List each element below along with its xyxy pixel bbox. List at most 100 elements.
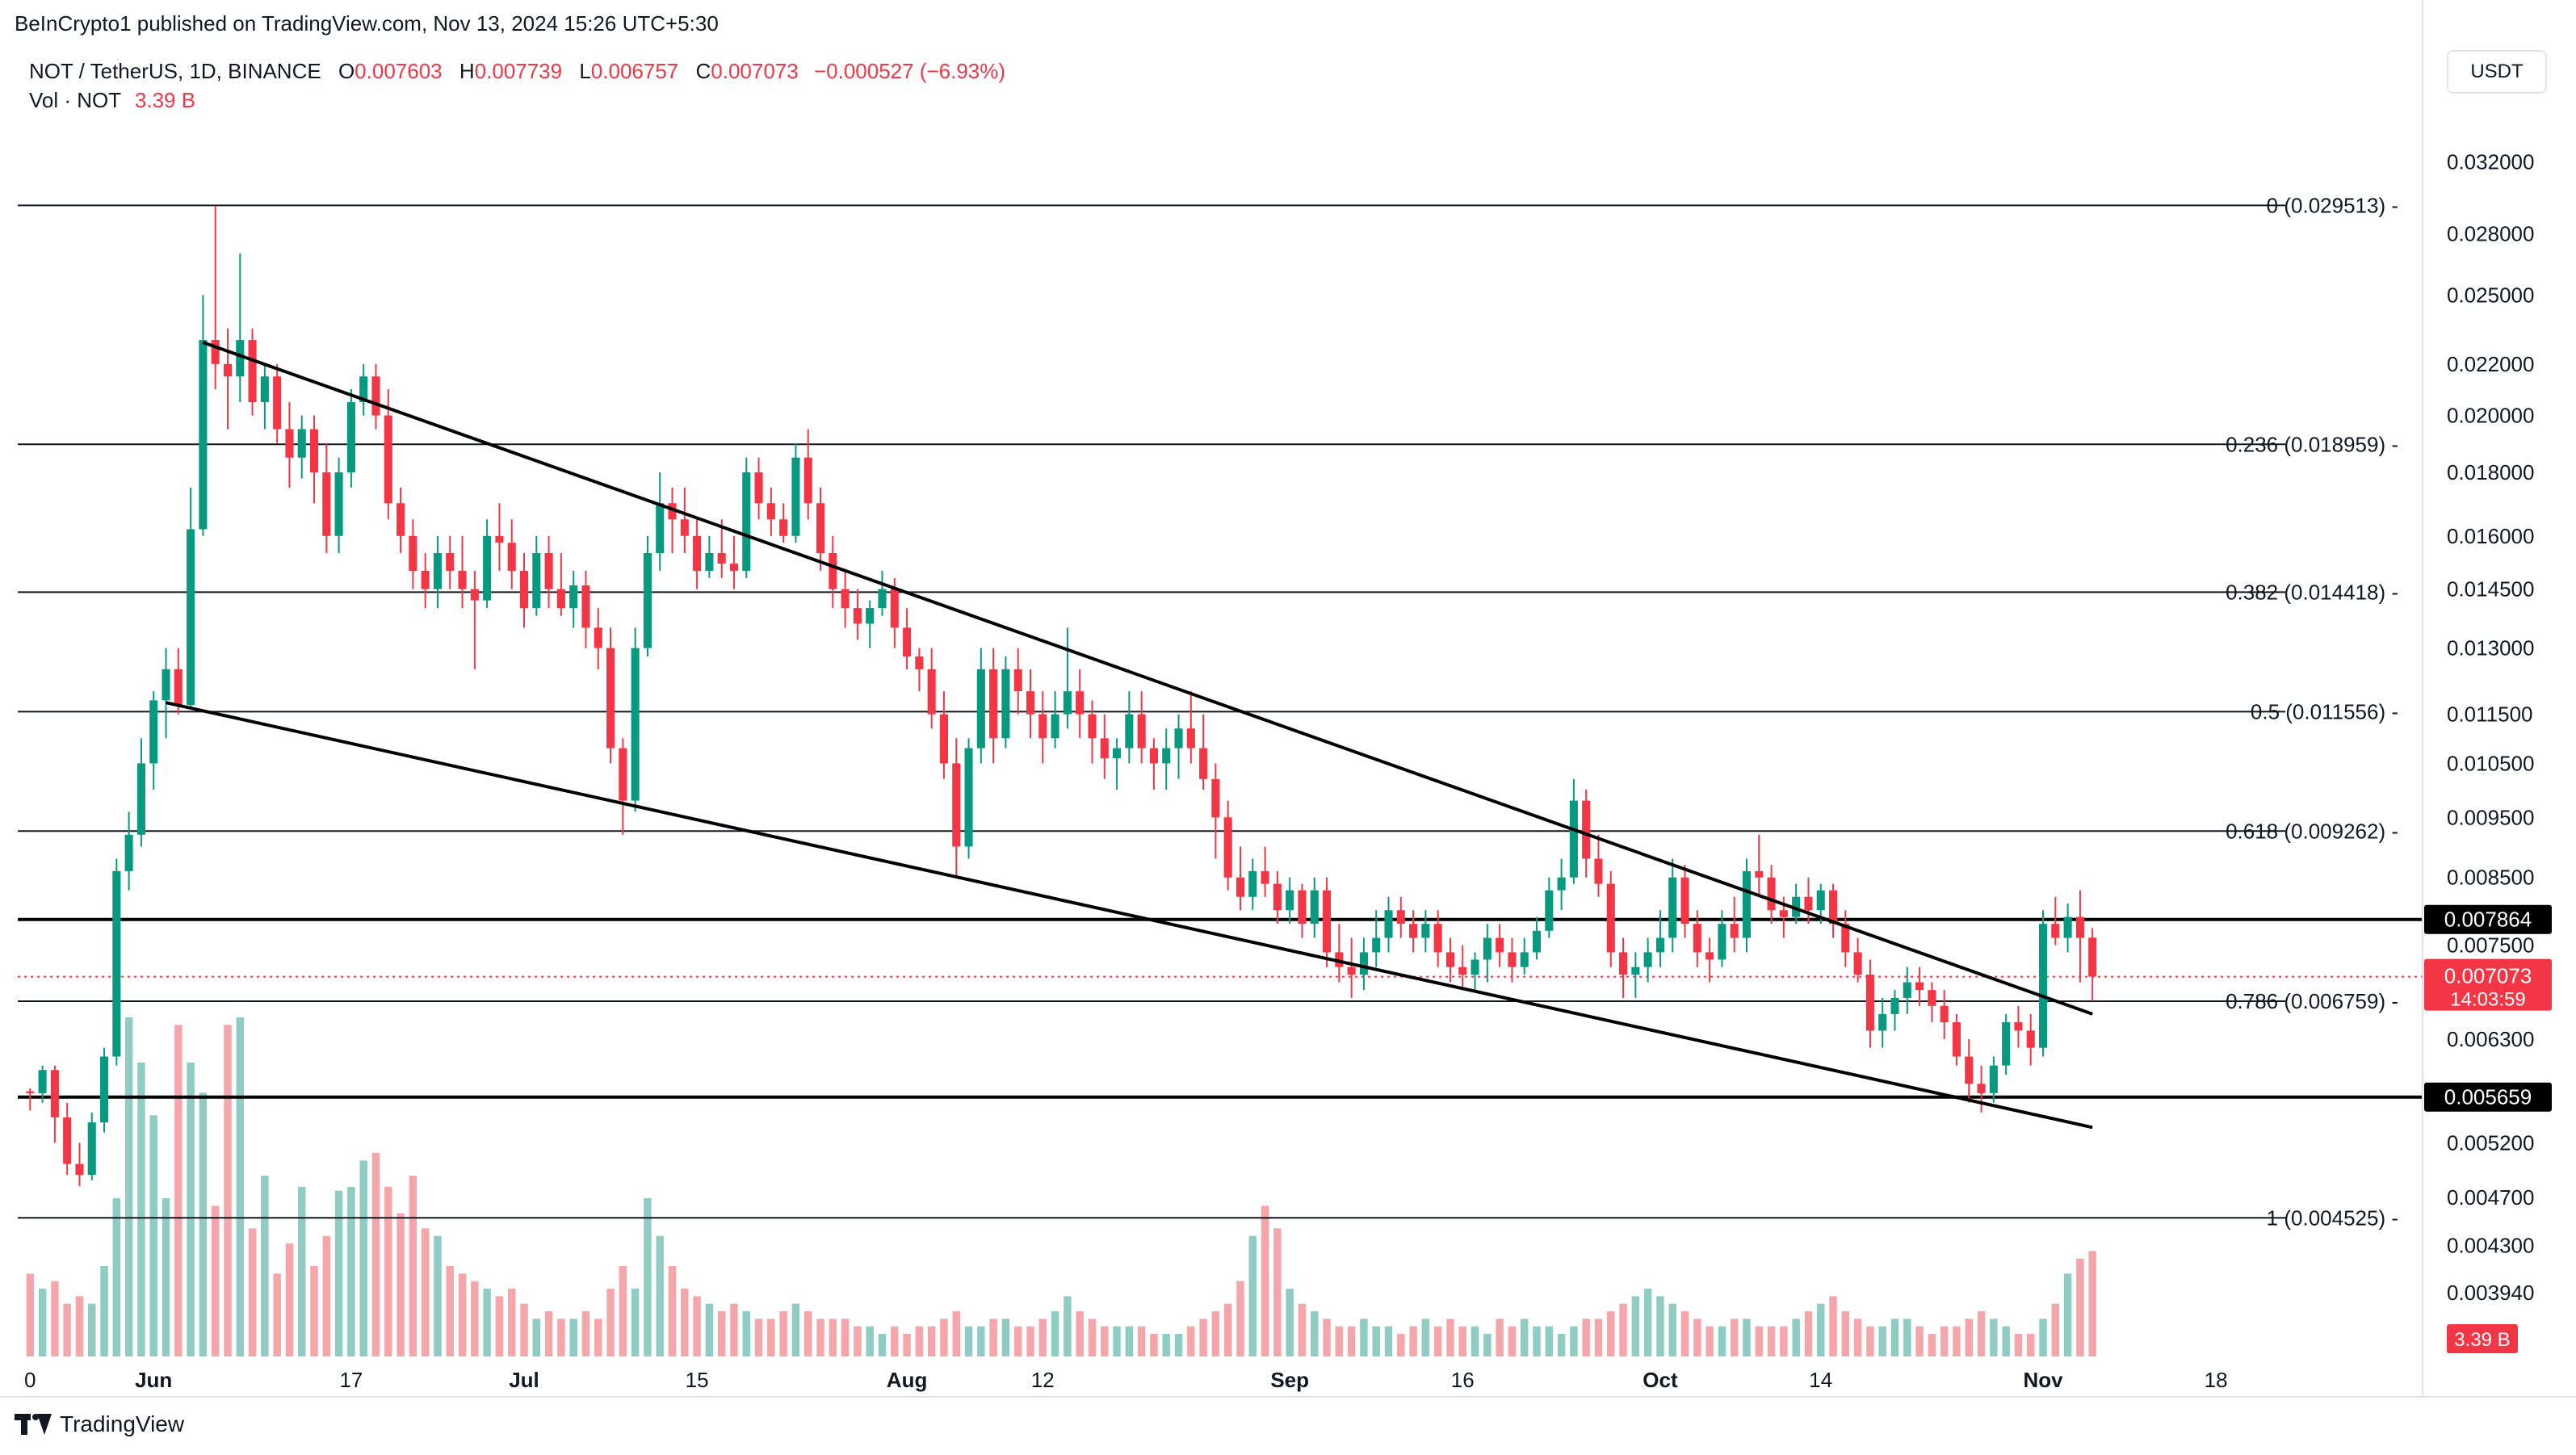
volume-bar xyxy=(1397,1334,1405,1356)
candle-body xyxy=(1915,982,1924,991)
x-tick-label: Jul xyxy=(509,1368,539,1392)
volume-bar xyxy=(1940,1326,1949,1356)
candle-body xyxy=(309,429,319,473)
candle-body xyxy=(1680,877,1689,925)
volume-bar xyxy=(2014,1334,2023,1356)
candle-body xyxy=(1347,967,1356,975)
volume-bar xyxy=(297,1187,306,1356)
candle-body xyxy=(853,608,862,624)
candle-body xyxy=(1248,870,1257,897)
volume-bar xyxy=(791,1303,800,1356)
volume-bar xyxy=(347,1187,355,1356)
volume-bar xyxy=(248,1228,257,1356)
volume-bar xyxy=(1076,1311,1084,1356)
candle-body xyxy=(927,669,936,715)
candle-body xyxy=(174,669,183,706)
candle-body xyxy=(346,402,355,473)
volume-bar xyxy=(1631,1296,1640,1356)
volume-bar xyxy=(1458,1326,1467,1356)
trendline-lower xyxy=(166,701,2093,1130)
horizontal-level-value: 0.005659 xyxy=(2444,1085,2532,1109)
candle-body xyxy=(1211,778,1220,818)
volume-bar xyxy=(1743,1319,1751,1356)
volume-bar xyxy=(631,1289,640,1356)
volume-bar xyxy=(211,1206,220,1356)
candle-body xyxy=(1668,877,1677,938)
x-tick-label: 14 xyxy=(1809,1368,1832,1392)
candle-body xyxy=(1483,937,1491,960)
volume-bar xyxy=(1088,1319,1097,1356)
candle-body xyxy=(1828,890,1838,925)
volume-tag-value: 3.39 B xyxy=(2454,1329,2510,1351)
volume-bar xyxy=(1841,1311,1850,1356)
candle-body xyxy=(458,570,467,589)
volume-bar xyxy=(878,1334,887,1356)
tradingview-brand[interactable]: TradingView xyxy=(15,1411,184,1437)
candle-body xyxy=(384,415,392,504)
candle-body xyxy=(705,552,714,571)
candle-body xyxy=(371,376,380,416)
candle-body xyxy=(791,457,800,536)
x-tick-label: Aug xyxy=(887,1368,928,1392)
currency-button[interactable]: USDT xyxy=(2447,50,2547,94)
volume-bar xyxy=(112,1198,121,1356)
volume-bar xyxy=(1705,1326,1714,1356)
candle-body xyxy=(693,535,702,571)
candle-body xyxy=(162,669,170,701)
candle-body xyxy=(136,763,145,835)
candle-body xyxy=(1718,924,1726,960)
x-tick-label: Oct xyxy=(1643,1368,1678,1392)
volume-bar xyxy=(1928,1334,1936,1356)
volume-bar xyxy=(1335,1326,1344,1356)
legend-close-value: 0.007073 xyxy=(711,59,799,83)
candle-body xyxy=(409,535,417,571)
candle-body xyxy=(2014,1022,2023,1031)
legend-symbol[interactable]: NOT / TetherUS, 1D, BINANCE xyxy=(29,59,321,83)
volume-layer xyxy=(26,1017,2096,1356)
trendline-upper xyxy=(202,341,2093,1016)
volume-bar xyxy=(989,1319,997,1356)
volume-bar xyxy=(532,1319,541,1356)
candle-body xyxy=(1063,691,1072,715)
volume-bar xyxy=(544,1311,553,1356)
legend-volume-value: 3.39 B xyxy=(134,88,196,112)
volume-bar xyxy=(1508,1326,1517,1356)
volume-bar xyxy=(1360,1319,1368,1356)
candle-body xyxy=(1322,890,1332,953)
volume-bar xyxy=(1347,1326,1356,1356)
candle-body xyxy=(483,535,492,601)
candle-body xyxy=(421,570,430,589)
volume-bar xyxy=(730,1303,738,1356)
x-tick-label: 15 xyxy=(686,1368,709,1392)
candle-body xyxy=(1445,952,1455,967)
candle-body xyxy=(1569,800,1578,878)
candle-body xyxy=(964,748,973,847)
volume-bar xyxy=(1496,1319,1504,1356)
volume-bar xyxy=(1223,1303,1232,1356)
candle-body xyxy=(556,589,565,609)
candle-body xyxy=(829,552,837,589)
fib-level-label: 1 (0.004525) - xyxy=(2267,1206,2398,1230)
candle-body xyxy=(50,1070,59,1117)
candle-body xyxy=(1471,959,1479,975)
candle-body xyxy=(643,552,652,648)
y-tick-label: 0.008500 xyxy=(2447,866,2534,890)
volume-bar xyxy=(2051,1303,2060,1356)
volume-bar xyxy=(371,1153,380,1356)
candle-body xyxy=(680,519,689,536)
candle-body xyxy=(1174,728,1183,748)
candle-body xyxy=(1273,883,1282,911)
volume-bar xyxy=(1767,1326,1776,1356)
volume-bar xyxy=(1619,1303,1627,1356)
candle-body xyxy=(1113,748,1122,759)
volume-bar xyxy=(1607,1311,1615,1356)
volume-bar xyxy=(977,1326,985,1356)
candle-body xyxy=(1742,870,1752,938)
candle-body xyxy=(729,564,739,571)
volume-bar xyxy=(384,1187,392,1356)
candle-body xyxy=(532,552,541,609)
candle-body xyxy=(2051,924,2060,938)
candle-body xyxy=(1001,669,1010,739)
volume-bar xyxy=(187,1063,195,1356)
